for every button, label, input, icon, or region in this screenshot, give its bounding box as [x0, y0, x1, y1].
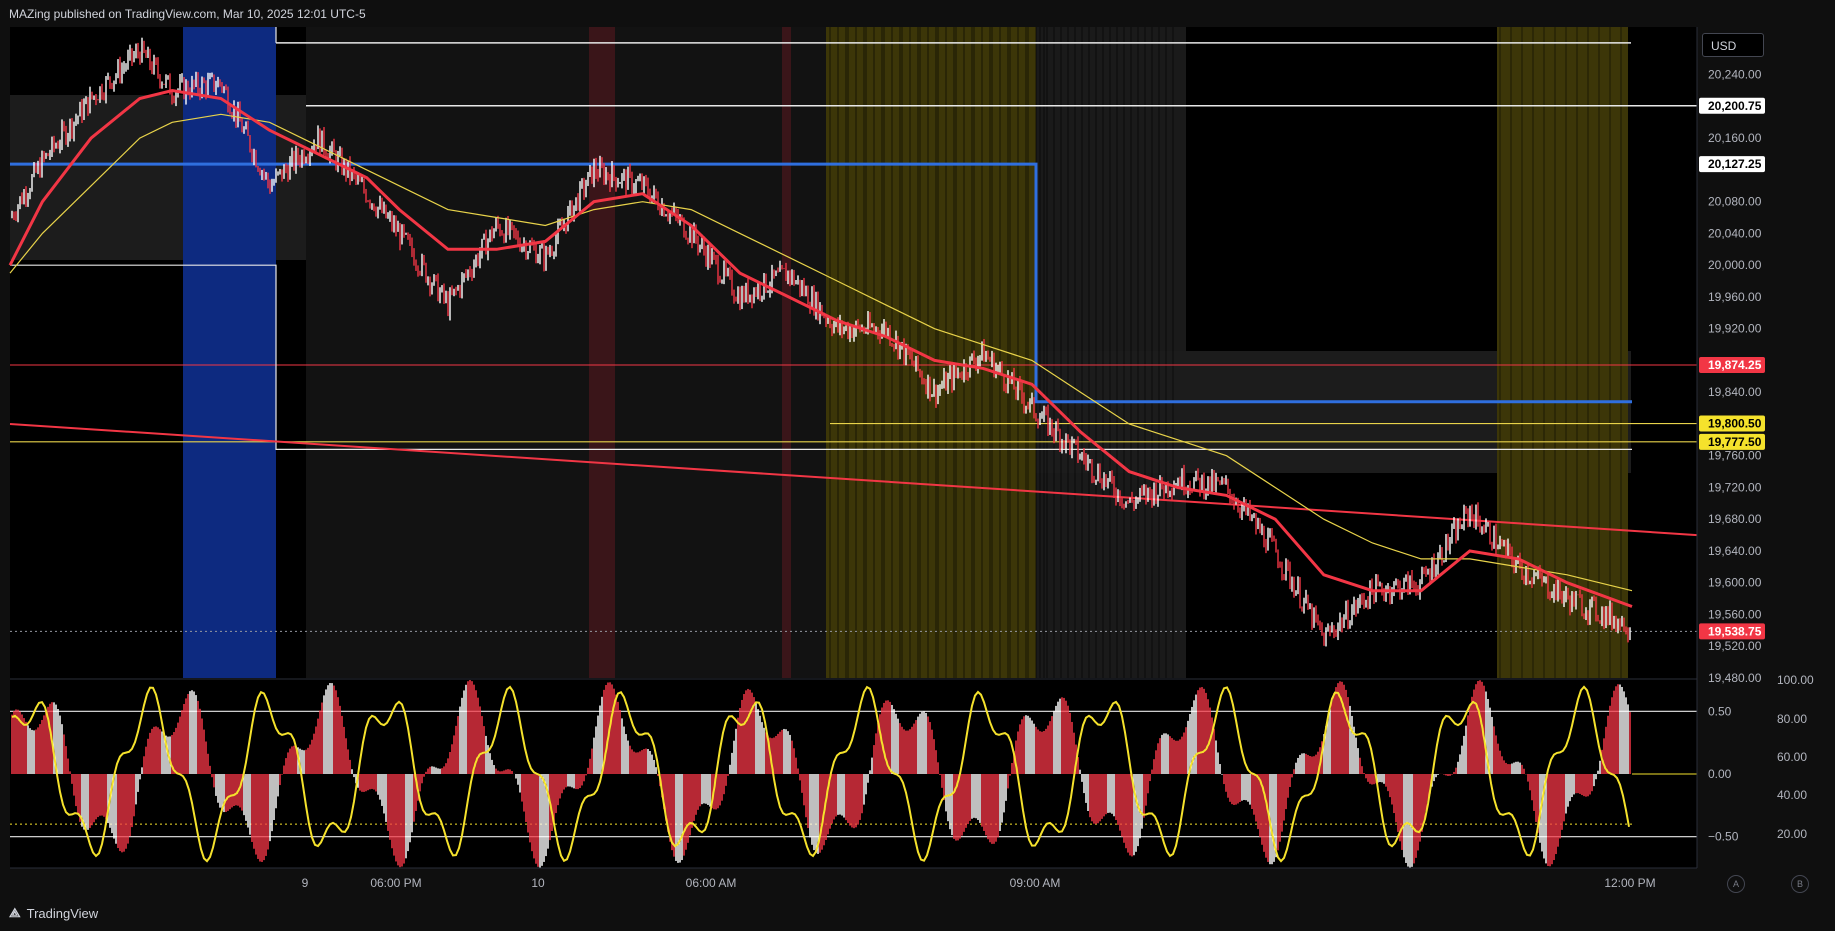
tradingview-logo-text: TradingView: [26, 905, 99, 921]
osc-right-axis-tick: 60.00: [1777, 750, 1807, 764]
price-axis-tick: 19,600.00: [1708, 576, 1762, 590]
pm-session-bg: [1497, 27, 1628, 678]
price-axis-tick: 19,560.00: [1708, 607, 1762, 621]
time-axis-tick: 10: [531, 876, 545, 890]
trend-line: [9, 422, 1698, 537]
price-axis-tick: 19,840.00: [1708, 385, 1762, 399]
white-range-line: [10, 264, 1632, 450]
price-tag-bg: [1699, 357, 1765, 374]
osc-right-axis-tick: 20.00: [1777, 827, 1807, 841]
price-axis-tick: 20,080.00: [1708, 195, 1762, 209]
price-axis-tick: 19,520.00: [1708, 639, 1762, 653]
price-axis-tick: 19,680.00: [1708, 512, 1762, 526]
axes: 20,280.0020,240.0020,200.7520,160.0020,1…: [10, 27, 1814, 890]
blue-level-line: [10, 162, 1632, 404]
price-tag-bg: [1699, 156, 1765, 173]
time-axis-tick: 9: [302, 876, 309, 890]
time-axis-tick: 06:00 AM: [686, 876, 737, 890]
london-session-bg: [183, 27, 276, 678]
currency-selector[interactable]: USD: [1702, 33, 1764, 57]
price-axis-tick: 20,160.00: [1708, 131, 1762, 145]
time-axis-tick: 06:00 PM: [370, 876, 421, 890]
red-session-band-thin: [782, 27, 791, 678]
ema-line: [8, 88, 1633, 608]
price-tag-label: 20,127.25: [1708, 157, 1762, 171]
tradingview-logo-icon: ⟁: [9, 905, 21, 920]
price-tag-bg: [1699, 433, 1765, 450]
osc-right-axis-tick: 100.00: [1777, 673, 1814, 687]
time-axis-tick: 12:00 PM: [1604, 876, 1655, 890]
tradingview-footer[interactable]: ⟁ TradingView: [9, 905, 98, 921]
osc-axis-tick: −0.50: [1708, 830, 1739, 844]
price-tag-label: 19,800.50: [1708, 417, 1762, 431]
price-axis-tick: 20,040.00: [1708, 226, 1762, 240]
osc-right-axis-tick: 80.00: [1777, 712, 1807, 726]
auto-scale-button[interactable]: A: [1727, 875, 1745, 893]
oscillator-pane: [10, 678, 1697, 868]
ny-open-session-bg: [826, 27, 1036, 678]
asia-session-bg: [306, 27, 826, 678]
price-axis-tick: 19,920.00: [1708, 322, 1762, 336]
price-tag-label: 20,200.75: [1708, 99, 1762, 113]
price-tag-bg: [1699, 415, 1765, 432]
price-axis-tick: 20,000.00: [1708, 258, 1762, 272]
price-axis-tick: 19,720.00: [1708, 480, 1762, 494]
red-session-band: [589, 27, 615, 678]
price-axis-tick: 19,960.00: [1708, 290, 1762, 304]
publisher-header: MAZing published on TradingView.com, Mar…: [9, 7, 366, 21]
price-pane: [8, 27, 1698, 647]
price-axis-tick: 19,480.00: [1708, 671, 1762, 685]
price-tag-bg: [1699, 97, 1765, 114]
price-tag-label: 19,777.50: [1708, 435, 1762, 449]
price-tag-bg: [1699, 623, 1765, 640]
price-tag-label: 19,538.75: [1708, 624, 1762, 638]
osc-axis-tick: 0.00: [1708, 767, 1732, 781]
osc-axis-tick: 0.50: [1708, 704, 1732, 718]
price-tag-label: 19,874.25: [1708, 358, 1762, 372]
price-axis-tick: 19,640.00: [1708, 544, 1762, 558]
price-axis-tick: 20,240.00: [1708, 68, 1762, 82]
log-scale-button[interactable]: B: [1791, 875, 1809, 893]
osc-right-axis-tick: 40.00: [1777, 788, 1807, 802]
osc-signal-line: [11, 685, 1630, 863]
price-axis-tick: 19,760.00: [1708, 449, 1762, 463]
time-axis-tick: 09:00 AM: [1010, 876, 1061, 890]
